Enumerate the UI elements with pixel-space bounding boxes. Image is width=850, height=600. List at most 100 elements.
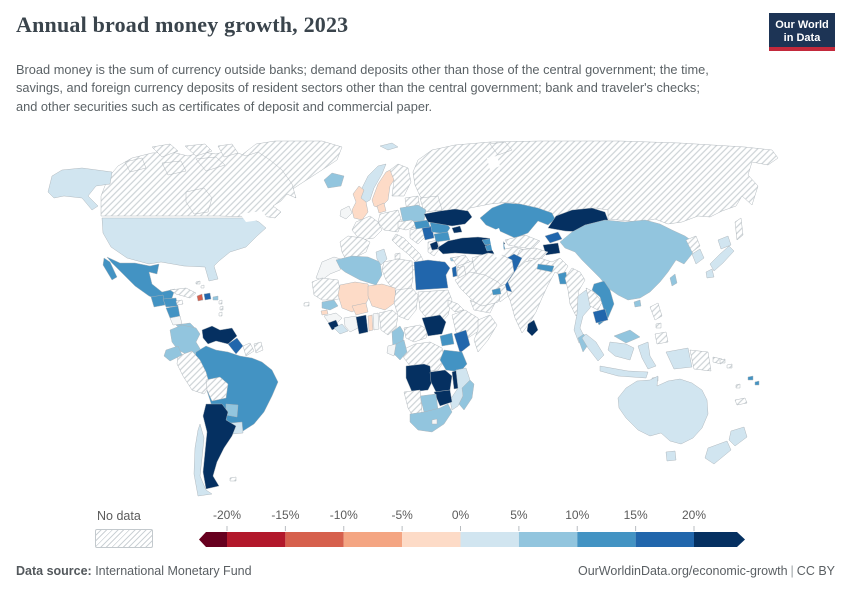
- country-chile[interactable]: Chile: 0% to 5%: [193, 423, 213, 497]
- country-sakhalin[interactable]: Sakhalin: No data: [734, 217, 744, 241]
- country-japan[interactable]: Japan: 0% to 5%: [705, 235, 735, 279]
- legend-segment[interactable]: [694, 532, 745, 547]
- country-central-african-republic[interactable]: Central African Republic: No data: [403, 324, 429, 343]
- country-algeria[interactable]: Algeria: 5% to 10%: [335, 255, 383, 286]
- country-nepal[interactable]: Nepal: 10% to 15%: [536, 263, 555, 273]
- country-new-caledonia[interactable]: New Caledonia: No data: [734, 397, 748, 406]
- country-venezuela[interactable]: Venezuela: > 20%: [201, 325, 238, 345]
- legend-segment[interactable]: [635, 532, 694, 547]
- country-svalbard[interactable]: Svalbard: 0% to 5%: [379, 142, 399, 151]
- legend-segment[interactable]: [577, 532, 636, 547]
- country-oman[interactable]: Oman: No data: [497, 283, 509, 303]
- country-bolivia[interactable]: Bolivia: No data: [205, 376, 229, 402]
- country-france[interactable]: France: No data: [351, 215, 383, 241]
- country-united-kingdom[interactable]: United Kingdom: -5% to 0%: [351, 185, 369, 221]
- country-falkland-islands[interactable]: Falkland Islands: No data: [229, 476, 237, 482]
- country-lesser-antilles[interactable]: Lesser Antilles: No data: [218, 299, 224, 317]
- country-angola[interactable]: Angola: > 20%: [405, 363, 433, 393]
- country-china[interactable]: China: 5% to 10%: [559, 219, 696, 301]
- country-french-guiana[interactable]: French Guiana: No data: [253, 341, 264, 354]
- country-madagascar[interactable]: Madagascar: 5% to 10%: [458, 379, 475, 411]
- country-zambia[interactable]: Zambia: > 20%: [429, 369, 453, 393]
- country-guatemala[interactable]: Guatemala: 10% to 15%: [150, 294, 166, 308]
- country-burkina-faso[interactable]: Burkina Faso: -5% to 0%: [351, 302, 369, 316]
- country-egypt[interactable]: Egypt: 15% to 20%: [413, 259, 451, 291]
- country-ecuador[interactable]: Ecuador: 5% to 10%: [163, 345, 183, 362]
- country-ireland[interactable]: Ireland: ≈ 0%: [339, 205, 353, 220]
- country-ukraine[interactable]: Ukraine: > 20%: [423, 208, 473, 234]
- country-israel[interactable]: Israel: 15% to 20%: [451, 265, 458, 278]
- country-philippines[interactable]: Philippines: No data: [649, 302, 669, 345]
- country-vietnam[interactable]: Vietnam: 10% to 15%: [591, 280, 615, 326]
- country-bulgaria[interactable]: Bulgaria: 10% to 15%: [433, 231, 451, 243]
- country-gabon[interactable]: Gabon: ≈ 0%: [386, 343, 397, 357]
- country-puerto-rico[interactable]: Puerto Rico: 5% to 10%: [212, 295, 219, 301]
- country-suriname[interactable]: Suriname: No data: [242, 342, 255, 357]
- country-benin[interactable]: Benin: ≈ 0%: [372, 312, 380, 331]
- country-kenya[interactable]: Kenya: 15% to 20%: [453, 329, 471, 354]
- country-novaya-zemlya[interactable]: Novaya Zemlya: No data: [489, 141, 513, 156]
- legend-segment[interactable]: [460, 532, 519, 547]
- country-north-korea[interactable]: North Korea: No data: [685, 235, 701, 253]
- country-united-states[interactable]: United States: 0% to 5%: [101, 217, 267, 282]
- country-uzbekistan[interactable]: Uzbekistan: No data: [504, 234, 541, 250]
- country-niger[interactable]: Niger: -5% to 0%: [367, 283, 397, 311]
- country-hungary[interactable]: Hungary: 10% to 15%: [413, 219, 431, 230]
- country-tasmania[interactable]: Tasmania: 0% to 5%: [665, 450, 677, 462]
- country-mexico[interactable]: Mexico: 10% to 15%: [102, 256, 176, 302]
- owid-url-link[interactable]: OurWorldinData.org/economic-growth: [577, 564, 788, 578]
- country-norway[interactable]: Norway: 0% to 5%: [355, 163, 387, 205]
- country-finland[interactable]: Finland: No data: [389, 163, 412, 197]
- country-indonesia[interactable]: Indonesia: 0% to 5%: [581, 333, 693, 382]
- country-honduras[interactable]: Honduras: 10% to 15%: [162, 297, 179, 308]
- country-iceland[interactable]: Iceland: 5% to 10%: [323, 172, 345, 189]
- country-somalia[interactable]: Somalia: No data: [473, 314, 498, 353]
- country-south-sudan[interactable]: South Sudan: > 20%: [421, 314, 447, 337]
- country-togo[interactable]: Togo: -5% to 0%: [367, 314, 374, 332]
- country-australia[interactable]: Australia: 0% to 5%: [617, 375, 709, 445]
- country-hainan[interactable]: Hainan: 5% to 10%: [633, 299, 642, 308]
- country-senegal[interactable]: Senegal: 5% to 10%: [321, 299, 339, 311]
- choropleth-countries[interactable]: Greenland: No dataCanada: No dataCanadia…: [47, 140, 779, 497]
- country-kyrgyzstan[interactable]: Kyrgyzstan: 15% to 20%: [544, 231, 563, 244]
- country-nigeria[interactable]: Nigeria: No data: [378, 309, 399, 336]
- country-taiwan[interactable]: Taiwan: 5% to 10%: [669, 273, 678, 287]
- country-ghana[interactable]: Ghana: > 20%: [355, 314, 369, 335]
- legend-segment[interactable]: [199, 532, 227, 547]
- country-bahamas[interactable]: Bahamas: No data: [195, 280, 205, 289]
- country-zimbabwe[interactable]: Zimbabwe: > 20%: [433, 389, 453, 407]
- country-poland[interactable]: Poland: 5% to 10%: [399, 204, 427, 223]
- country-cuba[interactable]: Cuba: No data: [169, 287, 197, 299]
- country-chad[interactable]: Chad: No data: [393, 287, 419, 321]
- license-label[interactable]: CC BY: [796, 564, 835, 578]
- country-solomon-islands[interactable]: Solomon Islands: No data: [719, 358, 733, 369]
- country-vanuatu[interactable]: Vanuatu: No data: [735, 383, 741, 389]
- country-sri-lanka[interactable]: Sri Lanka: > 20%: [526, 319, 539, 337]
- legend-color-bar[interactable]: [199, 526, 745, 548]
- country-fiji[interactable]: Fiji: 10% to 15%: [747, 375, 760, 386]
- country-cote-d-ivoire[interactable]: Cote d'Ivoire: ≈ 0%: [343, 315, 359, 333]
- country-papua-new-guinea[interactable]: Papua New Guinea: No data: [689, 349, 723, 372]
- country-sudan[interactable]: Sudan: No data: [417, 289, 453, 323]
- country-guinea[interactable]: Guinea: ≈ 0%: [323, 312, 343, 325]
- country-belarus[interactable]: Belarus: No data: [419, 195, 443, 213]
- country-liberia[interactable]: Liberia: 0% to 5%: [333, 323, 349, 335]
- country-new-zealand[interactable]: New Zealand: 0% to 5%: [704, 426, 748, 465]
- country-central-europe[interactable]: Central Europe: No data: [397, 219, 419, 231]
- country-guinea-bissau[interactable]: Guinea-Bissau: -5% to 0%: [320, 309, 329, 316]
- country-russia[interactable]: Russia: No data: [412, 140, 779, 225]
- country-united-states-alaska-[interactable]: United States (Alaska): 0% to 5%: [47, 167, 113, 211]
- country-south-africa[interactable]: South Africa: 5% to 10%: [409, 403, 453, 433]
- legend-segment[interactable]: [402, 532, 461, 547]
- country-yemen[interactable]: Yemen: No data: [469, 299, 496, 314]
- country-cambodia[interactable]: Cambodia: 15% to 20%: [592, 308, 609, 324]
- country-canadian-arctic-islands[interactable]: Canadian Arctic Islands: No data: [124, 143, 239, 176]
- country-denmark[interactable]: Denmark: -5% to 0%: [376, 202, 387, 214]
- country-jamaica[interactable]: Jamaica: No data: [175, 299, 184, 306]
- country-uganda[interactable]: Uganda: 10% to 15%: [439, 332, 455, 347]
- legend-segment[interactable]: [343, 532, 403, 547]
- country-argentina[interactable]: Argentina: > 20%: [202, 403, 237, 490]
- country-eritrea[interactable]: Eritrea: No data: [447, 299, 465, 313]
- country-morocco[interactable]: Morocco: ≈ 0%: [315, 256, 345, 281]
